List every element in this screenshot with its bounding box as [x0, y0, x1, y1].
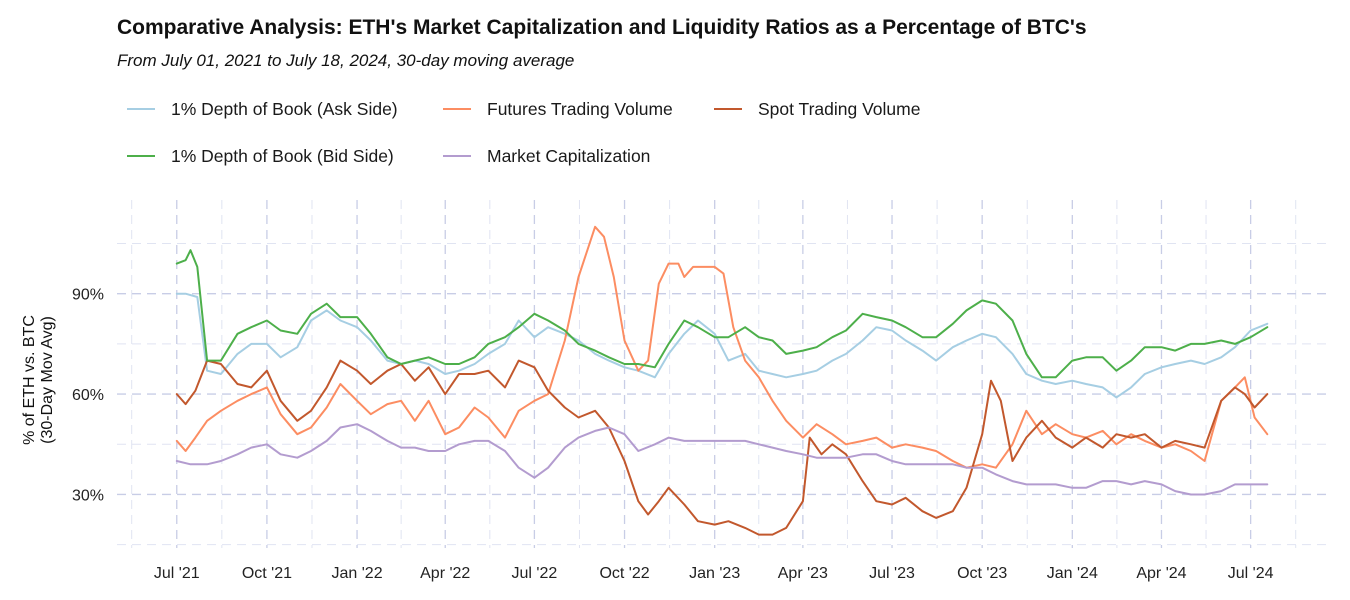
legend-item-spot-volume[interactable]: Spot Trading Volume: [714, 94, 920, 124]
x-tick-label: Oct '22: [599, 565, 649, 582]
x-tick-label: Apr '24: [1136, 565, 1186, 582]
x-tick-label: Jan '24: [1047, 565, 1098, 582]
series-line-3: [175, 249, 1269, 379]
legend-item-bid-depth[interactable]: 1% Depth of Book (Bid Side): [127, 141, 394, 171]
y-axis-label-line1: % of ETH vs. BTC: [21, 315, 38, 445]
legend-swatch-market-cap: [443, 155, 471, 157]
legend-label: 1% Depth of Book (Bid Side): [171, 145, 394, 166]
axes: 30% 60% 90% Jul '21 Oct '21 Jan '22 Apr '22 Jul…: [72, 287, 1274, 582]
x-tick-label: Jan '23: [689, 565, 740, 582]
legend: 1% Depth of Book (Ask Side) Futures Trad…: [127, 94, 1027, 174]
x-tick-label: Jul '22: [512, 565, 558, 582]
legend-label: 1% Depth of Book (Ask Side): [171, 98, 398, 119]
x-tick-label: Jan '22: [332, 565, 383, 582]
x-tick-label: Oct '23: [957, 565, 1007, 582]
legend-swatch-ask-depth: [127, 108, 155, 110]
legend-item-market-cap[interactable]: Market Capitalization: [443, 141, 650, 171]
x-tick-label: Jul '21: [154, 565, 200, 582]
grid-lines: [117, 200, 1330, 548]
legend-item-ask-depth[interactable]: 1% Depth of Book (Ask Side): [127, 94, 398, 124]
x-tick-label: Apr '23: [778, 565, 828, 582]
y-tick-label: 90%: [72, 287, 104, 304]
legend-swatch-futures-volume: [443, 108, 471, 110]
legend-swatch-spot-volume: [714, 108, 742, 110]
y-tick-label: 60%: [72, 387, 104, 404]
x-tick-label: Oct '21: [242, 565, 292, 582]
legend-swatch-bid-depth: [127, 155, 155, 157]
x-tick-label: Apr '22: [420, 565, 470, 582]
series-lines: [175, 225, 1269, 536]
chart-title: Comparative Analysis: ETH's Market Capit…: [117, 16, 1087, 39]
series-line-1: [175, 225, 1269, 469]
legend-label: Spot Trading Volume: [758, 98, 921, 119]
x-tick-label: Jul '24: [1228, 565, 1274, 582]
y-axis-label-line2: (30-Day Mov Avg): [39, 316, 56, 444]
x-tick-label: Jul '23: [869, 565, 915, 582]
series-line-2: [175, 359, 1269, 536]
legend-item-futures-volume[interactable]: Futures Trading Volume: [443, 94, 673, 124]
legend-label: Futures Trading Volume: [487, 98, 673, 119]
series-line-0: [175, 292, 1269, 399]
series-line-4: [175, 423, 1269, 496]
chart-subtitle: From July 01, 2021 to July 18, 2024, 30-…: [117, 51, 575, 70]
y-tick-label: 30%: [72, 487, 104, 504]
legend-label: Market Capitalization: [487, 145, 651, 166]
